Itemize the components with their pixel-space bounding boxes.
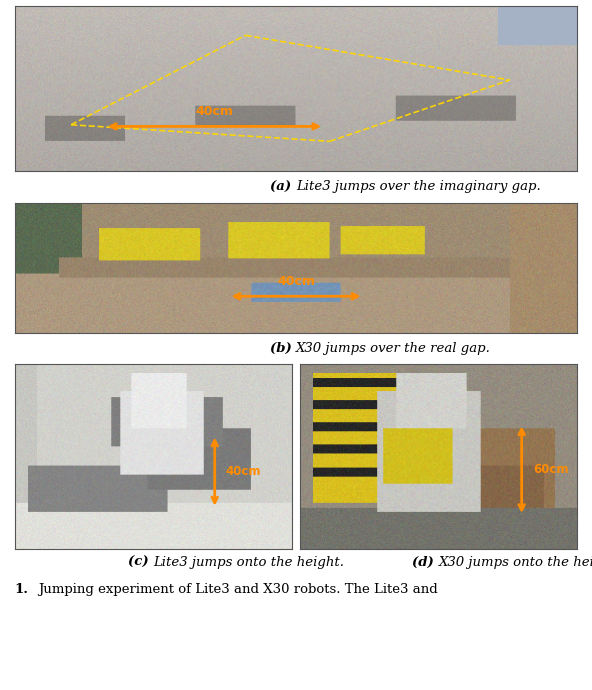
Text: X30 jumps onto the height.: X30 jumps onto the height. xyxy=(438,555,592,569)
Text: (b): (b) xyxy=(269,342,296,355)
Text: (d): (d) xyxy=(412,555,438,569)
Text: 40cm: 40cm xyxy=(195,105,233,118)
Text: 40cm: 40cm xyxy=(226,465,261,478)
Text: Lite3 jumps over the imaginary gap.: Lite3 jumps over the imaginary gap. xyxy=(296,181,540,193)
Text: (a): (a) xyxy=(271,181,296,193)
Text: Jumping experiment of Lite3 and X30 robots. The Lite3 and: Jumping experiment of Lite3 and X30 robo… xyxy=(38,583,438,596)
Text: Lite3 jumps onto the height.: Lite3 jumps onto the height. xyxy=(154,555,345,569)
Text: 1.: 1. xyxy=(15,583,29,596)
Text: (c): (c) xyxy=(128,555,154,569)
Text: X30 jumps over the real gap.: X30 jumps over the real gap. xyxy=(296,342,491,355)
Text: 60cm: 60cm xyxy=(533,463,568,476)
Text: 40cm: 40cm xyxy=(277,275,315,288)
